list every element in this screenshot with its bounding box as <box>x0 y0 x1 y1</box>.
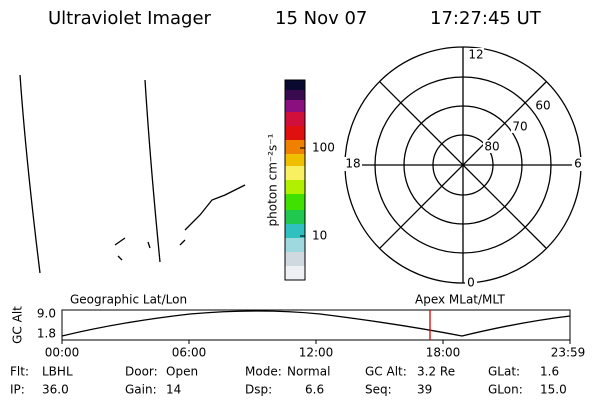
colorbar-tick: 100 <box>312 141 335 155</box>
polar-grid <box>344 46 582 284</box>
status-value: 39 <box>417 383 432 397</box>
status-label: Door: <box>125 365 158 379</box>
status-value: 6.6 <box>305 383 324 397</box>
orbit-x-tick: 06:00 <box>172 346 207 360</box>
orbit-plot <box>61 309 571 344</box>
altitude-curve <box>61 310 571 337</box>
status-label: IP: <box>10 383 25 397</box>
status-label: Gain: <box>125 383 157 397</box>
orbit-x-tick: 00:00 <box>45 346 80 360</box>
lat-label: 70 <box>512 120 527 134</box>
orbit-x-tick: 12:00 <box>299 346 334 360</box>
status-value: 15.0 <box>540 383 567 397</box>
geo-image <box>19 74 246 274</box>
lat-label: 60 <box>535 99 550 113</box>
status-value: 3.2 Re <box>417 365 455 379</box>
coast-line <box>114 237 186 261</box>
status-value: Open <box>166 365 198 379</box>
orbit-y-label: GC Alt <box>11 306 25 344</box>
status-label: Mode: <box>245 365 282 379</box>
status-value: 14 <box>166 383 181 397</box>
orbit-left-title: Geographic Lat/Lon <box>70 293 187 307</box>
colorbar <box>284 79 306 281</box>
orbit-y-tick: 9.0 <box>37 307 56 321</box>
coast-line <box>19 74 41 274</box>
coast-line <box>144 79 161 263</box>
title: Ultraviolet Imager <box>48 8 212 29</box>
mlt-label: 18 <box>345 157 360 171</box>
mlt-label: 0 <box>467 276 475 290</box>
orbit-x-tick: 18:00 <box>426 346 461 360</box>
orbit-y-tick: 1.8 <box>37 327 56 341</box>
status-label: GLon: <box>488 383 523 397</box>
lat-label: 80 <box>484 140 499 154</box>
orbit-right-title: Apex MLat/MLT <box>415 293 505 307</box>
status-label: Dsp: <box>245 383 272 397</box>
date: 15 Nov 07 <box>275 8 367 29</box>
status-value: Normal <box>287 365 330 379</box>
status-label: GLat: <box>488 365 520 379</box>
status-value: LBHL <box>42 365 73 379</box>
status-value: 1.6 <box>540 365 559 379</box>
polar-labels <box>344 48 584 289</box>
coast-line <box>184 184 246 231</box>
status-label: Flt: <box>10 365 29 379</box>
status-value: 36.0 <box>42 383 69 397</box>
time: 17:27:45 UT <box>430 8 542 29</box>
colorbar-label: photon cm⁻²s⁻¹ <box>266 133 280 226</box>
orbit-x-tick: 23:59 <box>551 346 586 360</box>
mlt-label: 12 <box>468 48 483 62</box>
status-label: GC Alt: <box>365 365 407 379</box>
status-label: Seq: <box>365 383 392 397</box>
mlt-label: 6 <box>574 157 582 171</box>
colorbar-tick: 10 <box>312 229 327 243</box>
